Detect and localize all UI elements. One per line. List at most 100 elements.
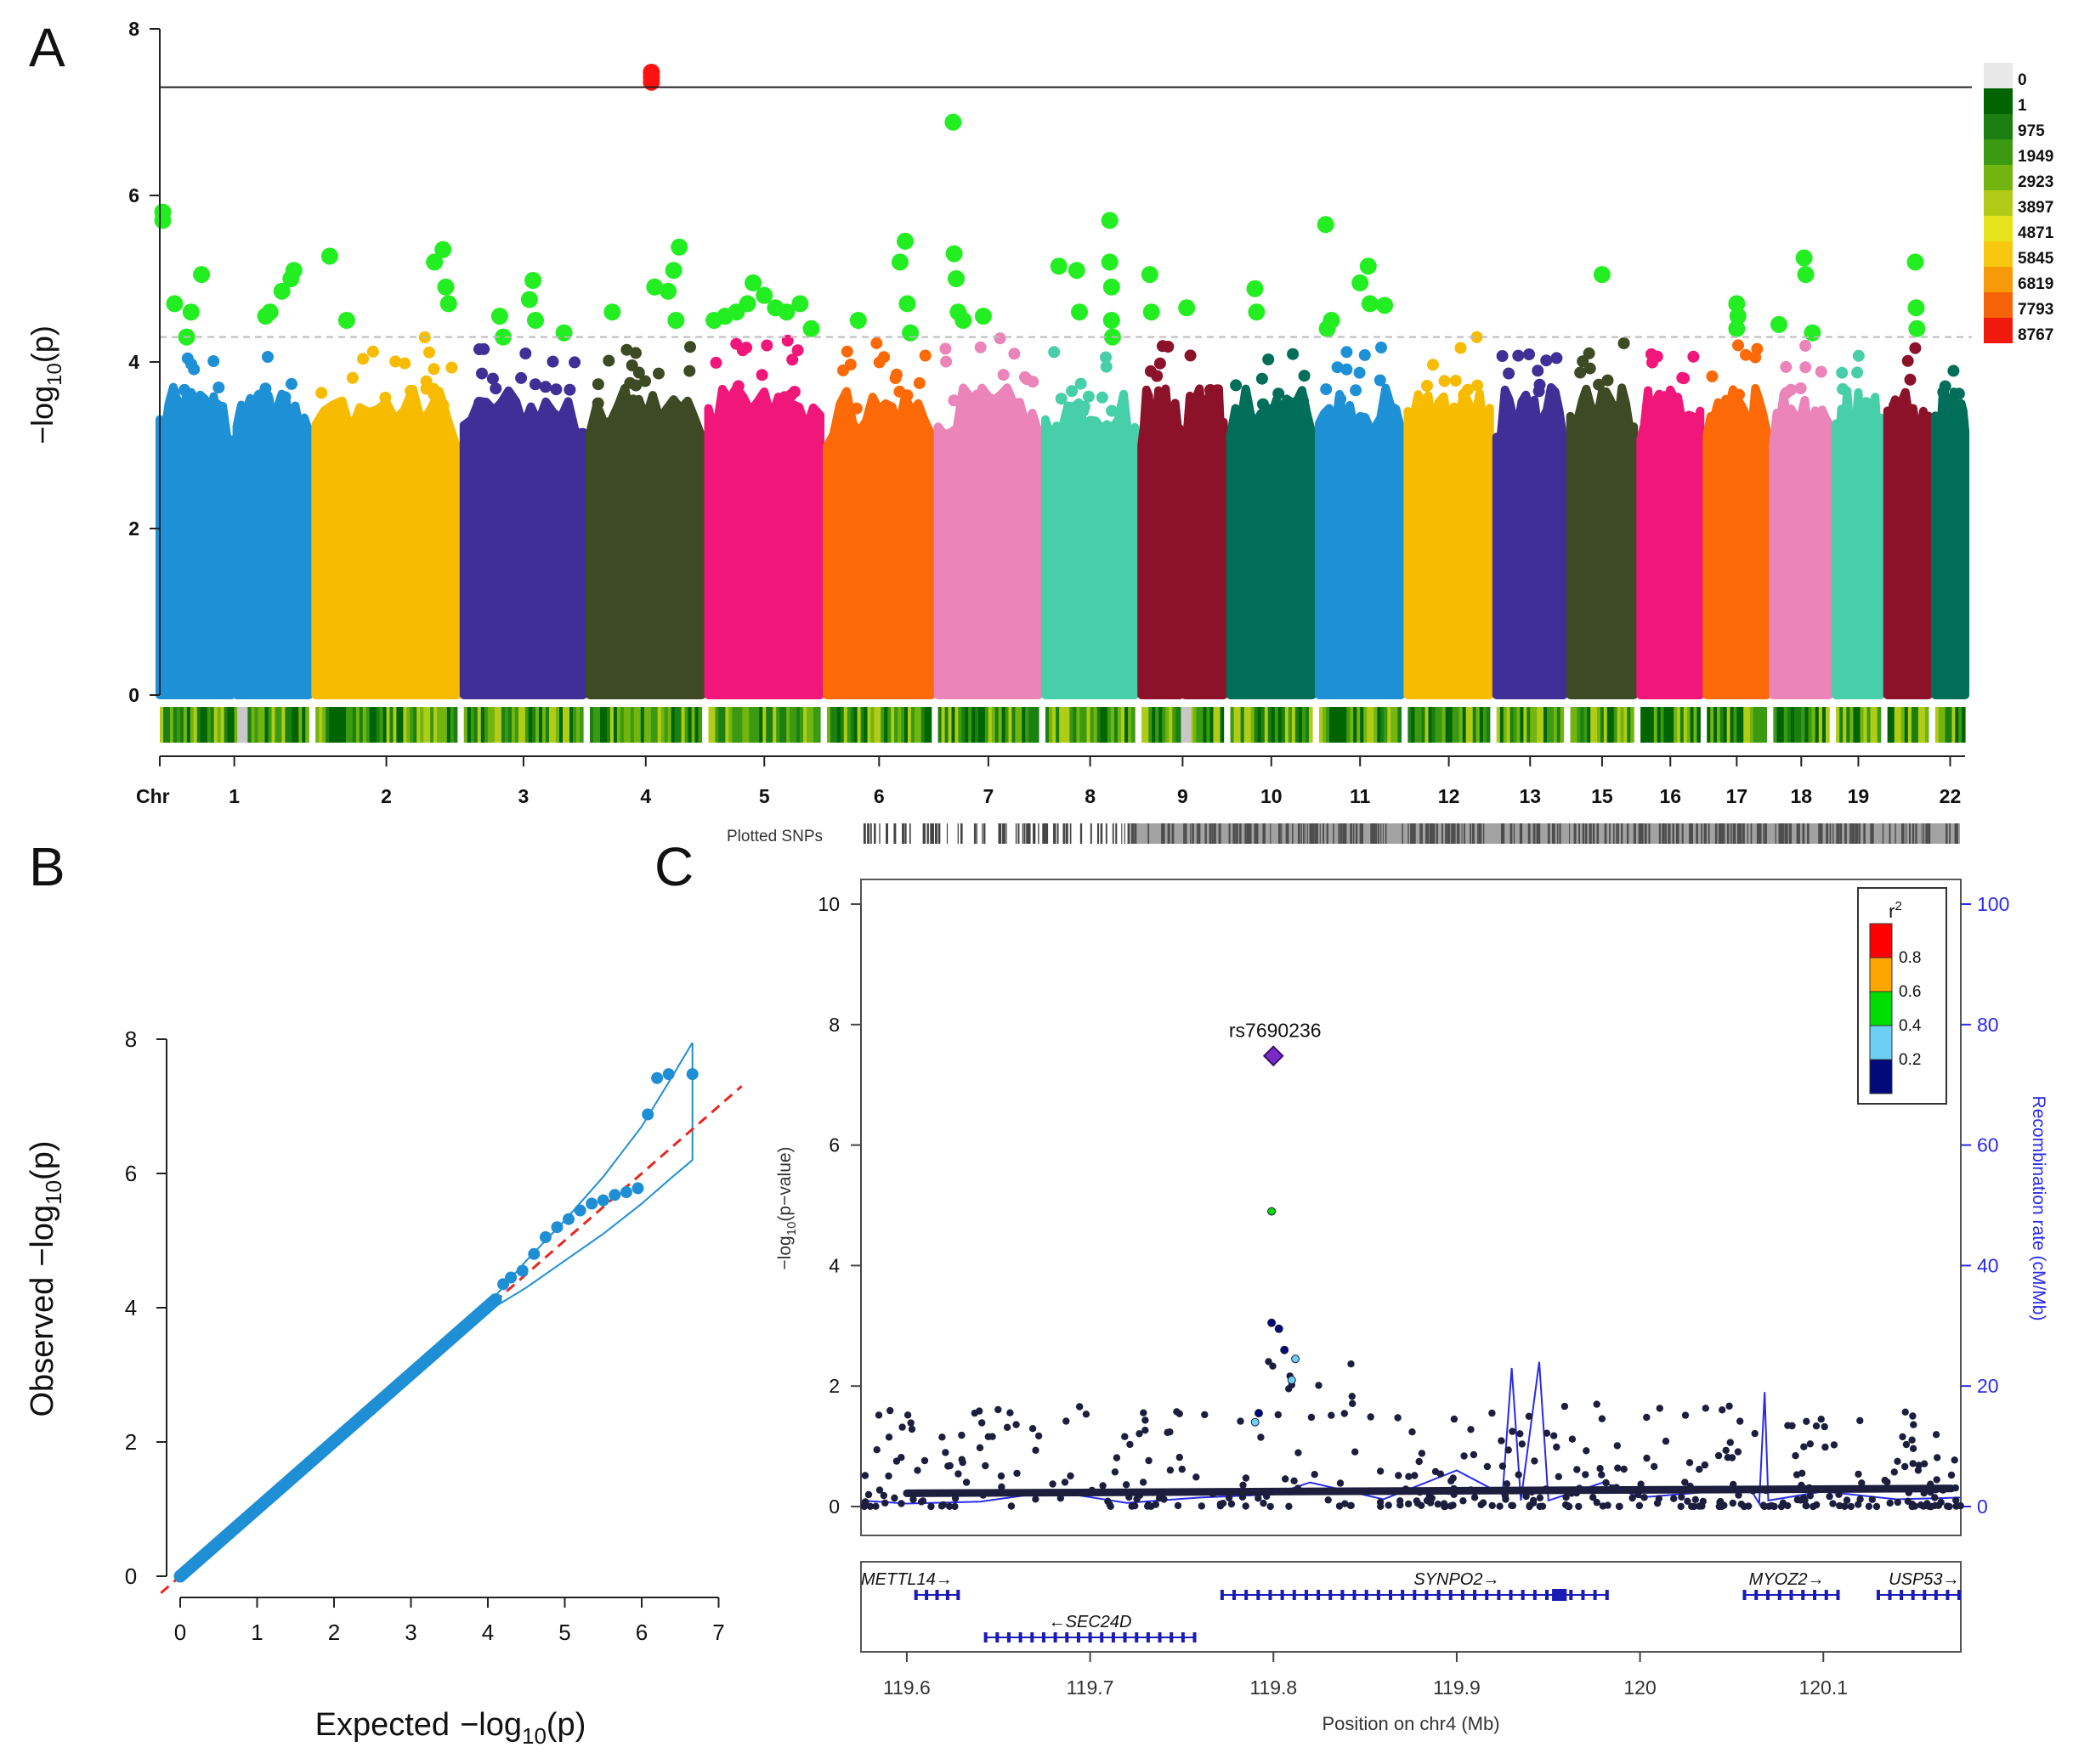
density-cell — [840, 707, 845, 743]
chr-3-snp — [476, 397, 489, 410]
background-snp — [875, 1486, 884, 1494]
qq-point — [620, 1186, 632, 1199]
density-cell — [1556, 707, 1561, 743]
density-cell — [1374, 707, 1378, 743]
density-cell — [484, 707, 489, 743]
density-cell — [1663, 707, 1668, 743]
background-snp — [1596, 1465, 1604, 1473]
density-cell — [1808, 707, 1813, 743]
density-cell — [616, 707, 621, 743]
density-cell — [1015, 707, 1019, 743]
gene-exon — [1911, 1590, 1915, 1600]
density-cell — [1128, 707, 1132, 743]
plotted-snps-label: Plotted SNPs — [727, 828, 823, 845]
chr-13-snp — [1532, 365, 1544, 377]
background-snp — [1007, 1502, 1016, 1510]
background-snp — [1062, 1417, 1070, 1425]
background-snp — [1881, 1476, 1889, 1484]
chr-22-body — [1930, 387, 1969, 699]
background-snp — [1678, 1493, 1685, 1501]
density-cell — [573, 707, 577, 743]
density-cell — [762, 707, 767, 743]
density-cell — [1189, 707, 1193, 743]
chr-17-snp — [1749, 351, 1762, 364]
density-cell — [647, 707, 652, 743]
density-cell — [1333, 707, 1337, 743]
density-cell — [715, 707, 720, 743]
density-cell — [657, 707, 662, 743]
density-legend-swatch — [1984, 63, 2013, 88]
background-snp — [1555, 1473, 1563, 1481]
density-cell — [1821, 707, 1827, 743]
gene-exon — [1135, 1632, 1139, 1642]
background-snp — [862, 1498, 869, 1506]
density-cell — [660, 707, 666, 743]
background-snp — [1909, 1412, 1917, 1420]
density-cell — [830, 707, 835, 743]
density-cell — [836, 707, 841, 743]
chr-21-snp — [1894, 400, 1906, 413]
chr-9-snp — [1184, 349, 1197, 362]
chr-8-snp — [1078, 400, 1090, 413]
density-cell — [803, 707, 807, 743]
density-cell — [1794, 707, 1798, 743]
background-snp — [1434, 1501, 1442, 1508]
density-cell — [1155, 707, 1159, 743]
chr-6-snp — [870, 336, 883, 349]
density-cell — [1390, 707, 1395, 743]
background-snp — [872, 1502, 880, 1510]
chr-21-snp — [1904, 373, 1917, 386]
chr-11-snp — [1350, 384, 1362, 397]
density-cell — [539, 707, 543, 743]
density-cell — [898, 707, 902, 743]
background-snp — [1265, 1358, 1272, 1365]
ld-snp — [1267, 1207, 1277, 1216]
r2-legend-swatch — [1869, 991, 1893, 1026]
background-snp — [1914, 1467, 1923, 1474]
density-cell — [552, 707, 557, 743]
density-cell — [322, 707, 326, 743]
density-cell — [1570, 707, 1575, 743]
density-cell — [1749, 707, 1754, 743]
qq-x-label: Expected −log10(p) — [315, 1707, 586, 1749]
chr-10-snp — [1297, 394, 1309, 407]
density-cell — [477, 707, 482, 743]
chr-21-snp — [1901, 354, 1914, 367]
density-cell — [1962, 707, 1966, 743]
significant-snp — [897, 232, 914, 250]
density-cell — [1667, 707, 1671, 743]
background-snp — [1032, 1495, 1039, 1503]
density-cell — [1537, 707, 1541, 743]
background-snp — [1536, 1502, 1543, 1511]
ld-snp — [1291, 1354, 1300, 1364]
density-cell — [490, 707, 496, 743]
background-snp — [1140, 1409, 1147, 1416]
gene-exon — [935, 1590, 939, 1600]
regional-y-label-sub: 10 — [784, 1222, 799, 1236]
density-cell — [894, 707, 898, 743]
density-cell — [1326, 707, 1330, 743]
background-snp — [1315, 1382, 1323, 1389]
background-snp — [1531, 1457, 1538, 1465]
density-cell — [1533, 707, 1538, 743]
density-cell — [213, 707, 218, 743]
chr-3-snp — [501, 405, 513, 418]
density-cell — [867, 707, 872, 743]
manhattan-y-label: −log10(p) — [25, 325, 66, 444]
background-snp — [1701, 1461, 1709, 1469]
gene-exon — [1053, 1632, 1057, 1642]
background-snp — [1792, 1452, 1799, 1460]
density-cell — [1877, 707, 1882, 743]
manhattan-y-tick-label: 4 — [128, 351, 139, 373]
density-cell — [793, 707, 797, 743]
background-snp — [1799, 1494, 1808, 1502]
density-cell — [1414, 707, 1419, 743]
density-cell — [427, 707, 431, 743]
qq-point — [597, 1194, 609, 1207]
background-snp — [1901, 1408, 1909, 1416]
ld-snp — [1287, 1376, 1296, 1385]
density-cell — [1547, 707, 1551, 743]
chr-12-snp — [1460, 404, 1473, 416]
density-cell — [1462, 707, 1467, 743]
background-snp — [1496, 1502, 1504, 1510]
